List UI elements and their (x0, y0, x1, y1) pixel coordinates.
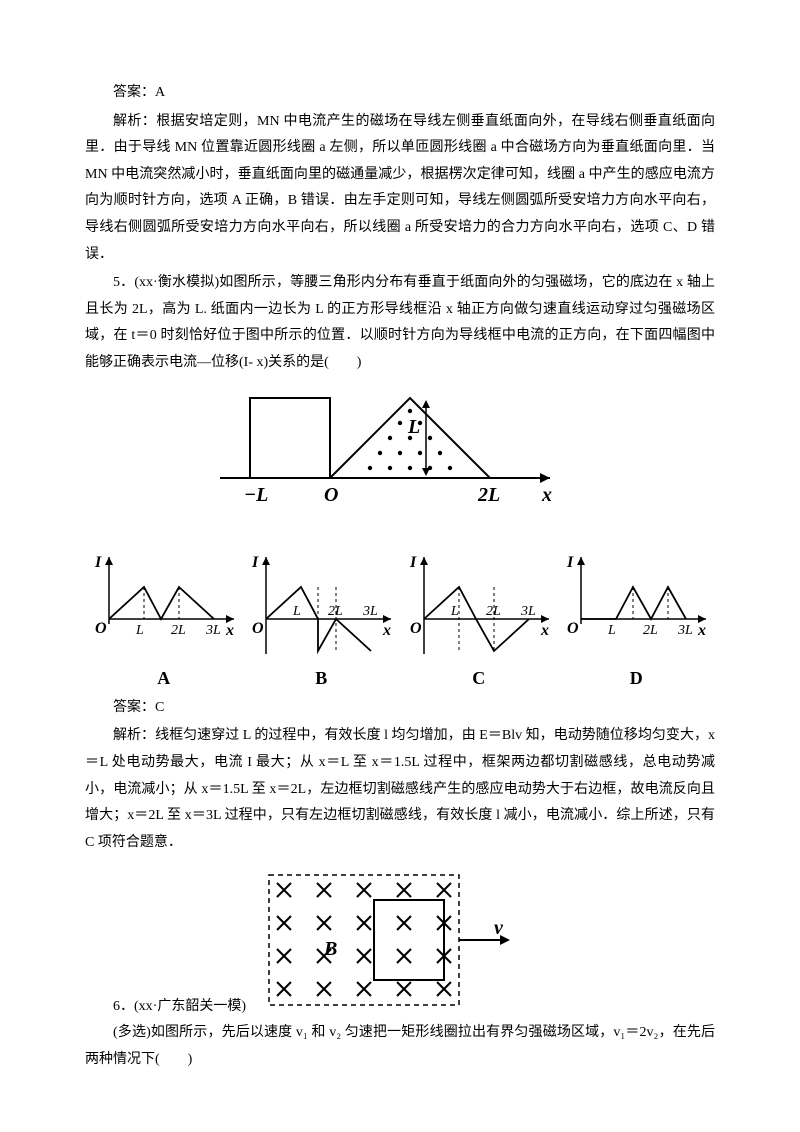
svg-text:B: B (323, 938, 337, 960)
q6-figure: Bv (254, 860, 514, 1020)
choice-B: I Ox L 2L 3L B (243, 549, 401, 695)
q4-analysis: 解析：根据安培定则，MN 中电流产生的磁场在导线左侧垂直纸面向外，在导线右侧垂直… (85, 109, 715, 269)
svg-text:−L: −L (244, 484, 268, 506)
svg-text:2L: 2L (328, 604, 343, 619)
choice-D-plot: I Ox L 2L 3L (561, 549, 711, 659)
svg-text:I: I (94, 554, 102, 571)
svg-text:2L: 2L (171, 623, 186, 638)
svg-text:L: L (135, 623, 144, 638)
q6-svg: Bv (254, 860, 514, 1020)
choice-D: I Ox L 2L 3L D (558, 549, 716, 695)
choice-B-plot: I Ox L 2L 3L (246, 549, 396, 659)
svg-text:3L: 3L (677, 623, 693, 638)
svg-text:x: x (382, 622, 391, 639)
svg-text:x: x (540, 622, 549, 639)
svg-text:L: L (407, 416, 420, 438)
svg-text:I: I (409, 554, 417, 571)
svg-text:3L: 3L (362, 604, 378, 619)
q6-row: 6．(xx·广东韶关一模) Bv (85, 860, 715, 1020)
svg-text:2L: 2L (643, 623, 658, 638)
q5-main-svg: −L O 2L x L (210, 383, 590, 543)
svg-text:2L: 2L (477, 484, 500, 506)
svg-text:O: O (410, 620, 422, 637)
analysis-prefix: 解析： (113, 114, 156, 129)
choice-C: I Ox L 2L 3L C (400, 549, 558, 695)
svg-text:2L: 2L (486, 604, 501, 619)
analysis-prefix-5: 解析： (113, 728, 155, 743)
svg-text:v: v (494, 917, 504, 939)
svg-text:x: x (697, 622, 706, 639)
svg-text:O: O (324, 484, 338, 506)
svg-text:I: I (251, 554, 259, 571)
svg-text:O: O (567, 620, 579, 637)
q5-answer: 答案：C (85, 695, 715, 722)
q5-analysis: 解析：线框匀速穿过 L 的过程中，有效长度 l 均匀增加，由 E＝Blv 知，电… (85, 723, 715, 856)
svg-text:3L: 3L (205, 623, 221, 638)
choice-D-label: D (630, 661, 643, 695)
choice-A: I Ox L 2L 3L A (85, 549, 243, 695)
q5-main-figure: −L O 2L x L (85, 383, 715, 543)
svg-text:L: L (292, 604, 301, 619)
svg-text:I: I (566, 554, 574, 571)
q5-stem: 5．(xx·衡水模拟)如图所示，等腰三角形内分布有垂直于纸面向外的匀强磁场，它的… (85, 270, 715, 376)
choice-B-label: B (315, 661, 327, 695)
choice-C-label: C (472, 661, 485, 695)
q6-num: 6．(xx·广东韶关一模) (85, 994, 246, 1021)
q4-analysis-text: 根据安培定则，MN 中电流产生的磁场在导线左侧垂直纸面向外，在导线右侧垂直纸面向… (85, 114, 715, 262)
page: 答案：A 解析：根据安培定则，MN 中电流产生的磁场在导线左侧垂直纸面向外，在导… (0, 0, 800, 1132)
choice-C-plot: I Ox L 2L 3L (404, 549, 554, 659)
svg-text:L: L (607, 623, 616, 638)
svg-text:x: x (541, 484, 552, 506)
svg-text:O: O (252, 620, 264, 637)
q5-choices-row: I Ox L 2L 3L A I Ox L 2L 3L B I Ox L 2L 3L C I Ox L 2L 3… (85, 549, 715, 695)
svg-text:L: L (450, 604, 459, 619)
q4-answer: 答案：A (85, 80, 715, 107)
svg-text:O: O (95, 620, 107, 637)
q6-stem: (多选)如图所示，先后以速度 v₁ 和 v₂ 匀速把一矩形线圈拉出有界匀强磁场区… (85, 1020, 715, 1073)
svg-text:x: x (225, 622, 234, 639)
choice-A-plot: I Ox L 2L 3L (89, 549, 239, 659)
choice-A-label: A (157, 661, 170, 695)
svg-text:3L: 3L (520, 604, 536, 619)
q5-analysis-text: 线框匀速穿过 L 的过程中，有效长度 l 均匀增加，由 E＝Blv 知，电动势随… (85, 728, 715, 849)
